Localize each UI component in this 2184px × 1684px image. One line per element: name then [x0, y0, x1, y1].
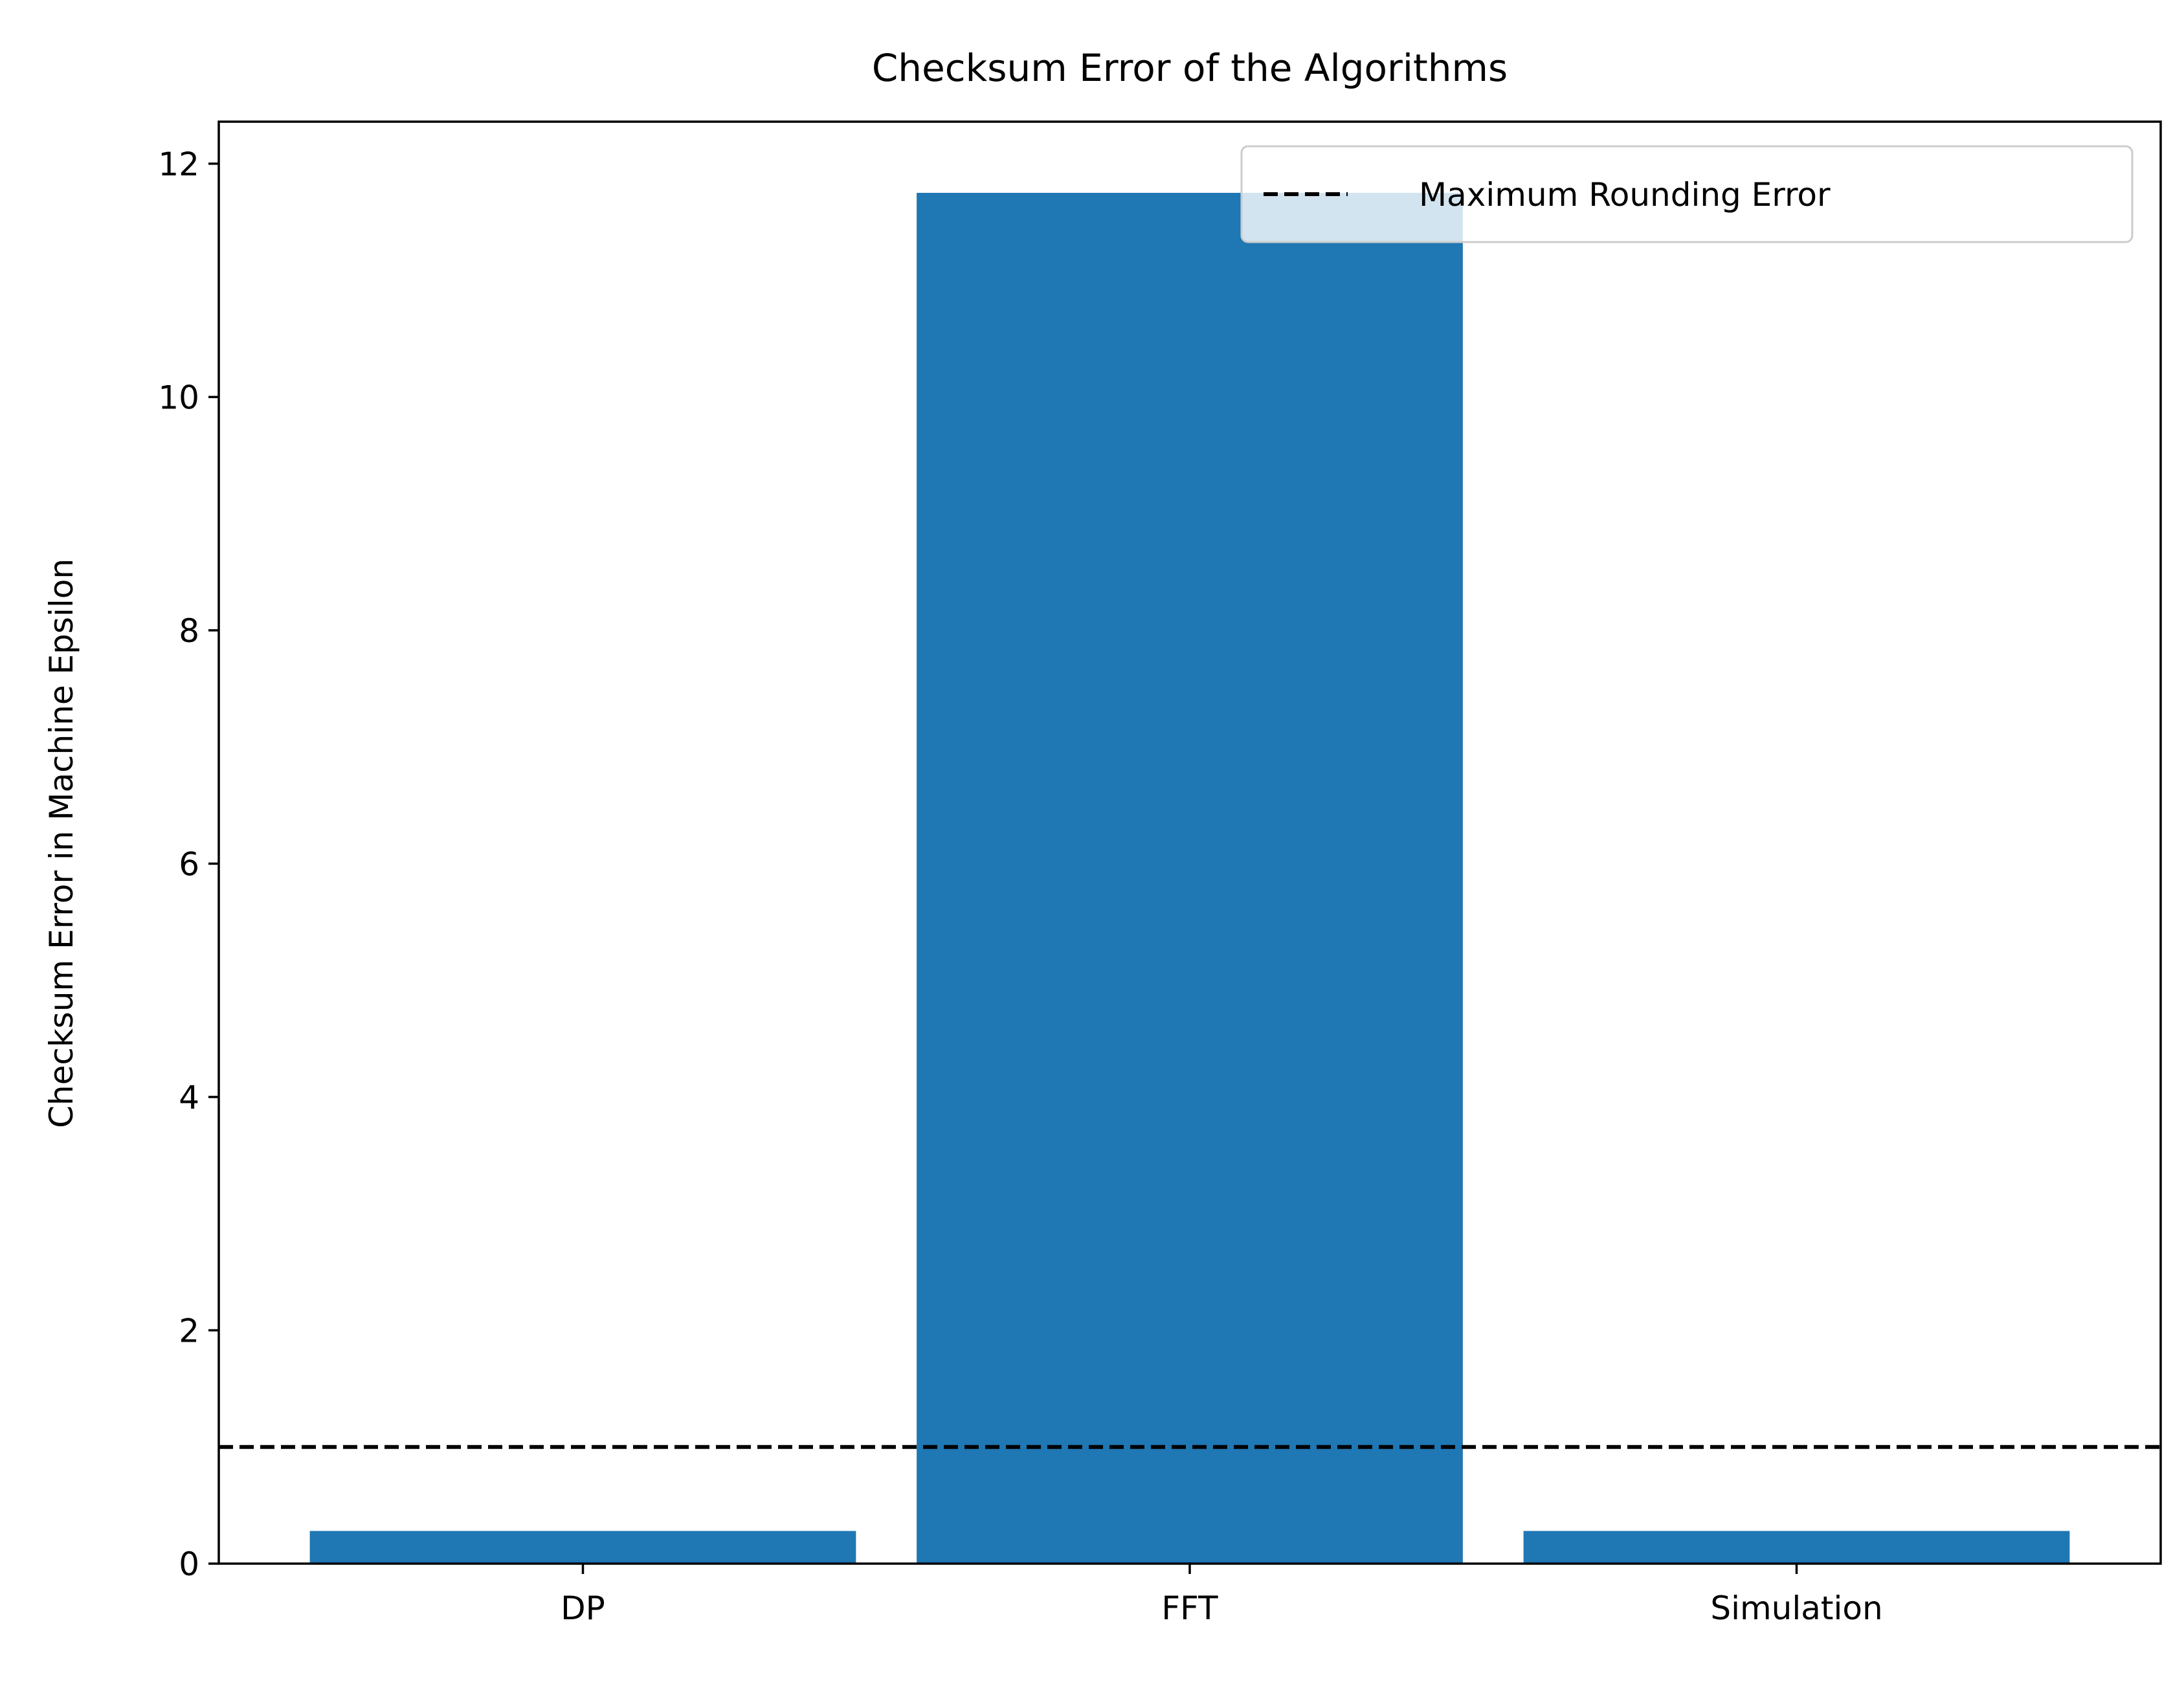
- bar-simulation: [1523, 1531, 2070, 1564]
- x-axis-ticks: DP FFT Simulation: [561, 1564, 1883, 1627]
- y-tick-label: 2: [179, 1312, 199, 1349]
- y-axis-ticks: 0 2 4 6 8 10 12: [158, 146, 219, 1583]
- legend: Maximum Rounding Error: [1240, 145, 2134, 243]
- y-tick-label: 12: [158, 146, 199, 183]
- plot-frame: [217, 120, 2162, 1565]
- legend-box: [1240, 145, 2134, 243]
- x-tick-label: FFT: [1161, 1590, 1218, 1627]
- y-axis-label: Checksum Error in Machine Epsilon: [43, 559, 80, 1128]
- y-tick-label: 8: [179, 612, 199, 650]
- bar-fft: [917, 192, 1463, 1564]
- y-tick-label: 10: [158, 379, 199, 416]
- bars-group: [309, 192, 2070, 1564]
- legend-label: Maximum Rounding Error: [1419, 176, 1831, 214]
- chart-title: Checksum Error of the Algorithms: [872, 46, 1508, 90]
- x-tick-label: DP: [561, 1590, 605, 1627]
- x-tick-label: Simulation: [1710, 1590, 1882, 1627]
- y-tick-label: 0: [179, 1546, 199, 1583]
- y-tick-label: 4: [179, 1079, 199, 1116]
- y-tick-label: 6: [179, 845, 199, 883]
- bar-dp: [309, 1531, 856, 1564]
